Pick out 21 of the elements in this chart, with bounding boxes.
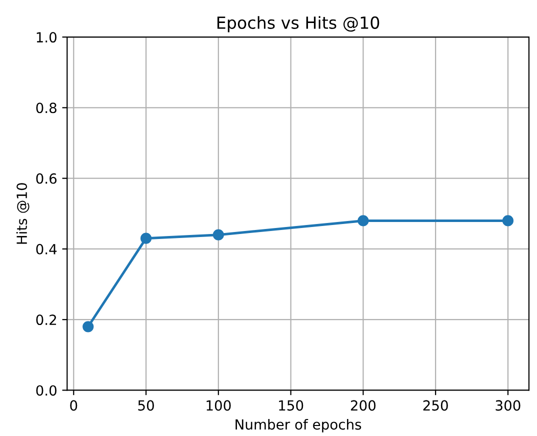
point xyxy=(140,232,152,244)
y-tick-label: 0.6 xyxy=(36,173,57,184)
point xyxy=(212,229,224,240)
y-tick-label: 0.0 xyxy=(36,385,56,396)
point xyxy=(502,215,514,226)
x-tick-label: 300 xyxy=(496,400,520,411)
y-axis-title: Hits @10 xyxy=(16,183,30,244)
point xyxy=(82,321,94,332)
x-tick-label: 200 xyxy=(350,400,376,411)
y-tick-label: 1.0 xyxy=(36,32,56,43)
x-tick-label: 0 xyxy=(70,400,78,411)
x-tick-label: 100 xyxy=(206,400,231,411)
chart-title: Epochs vs Hits @10 xyxy=(217,16,380,32)
y-tick-label: 0.2 xyxy=(36,314,56,326)
x-tick-label: 250 xyxy=(423,400,448,411)
x-axis-title: Number of epochs xyxy=(236,418,362,432)
y-tick-label: 0.8 xyxy=(36,102,56,114)
x-tick-label: 50 xyxy=(138,400,154,411)
point xyxy=(358,215,369,226)
x-tick-label: 150 xyxy=(279,400,304,411)
y-tick-label: 0.4 xyxy=(36,244,57,254)
